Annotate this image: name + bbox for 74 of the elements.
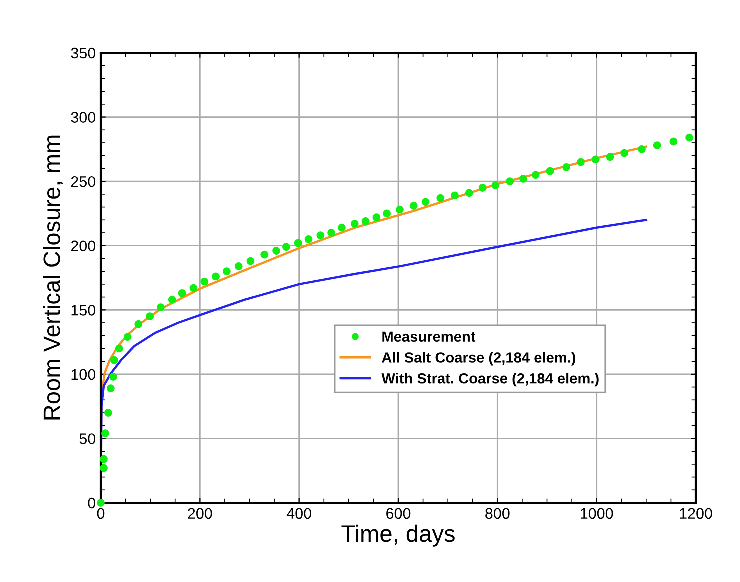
point: [562, 163, 571, 172]
point: [97, 499, 105, 507]
point: [328, 229, 336, 237]
point: [372, 214, 381, 222]
point: [532, 171, 540, 180]
point: [109, 373, 118, 381]
point: [294, 239, 302, 248]
point: [102, 430, 110, 438]
point: [178, 289, 186, 298]
x-tick-label: 400: [286, 508, 312, 520]
point: [606, 153, 614, 162]
point: [234, 262, 243, 270]
point: [577, 158, 585, 166]
point: [492, 181, 500, 190]
point: [106, 384, 115, 393]
point: [212, 272, 220, 281]
y-tick-label: 350: [71, 48, 96, 59]
y-tick-label: 50: [80, 434, 96, 444]
point: [104, 409, 112, 417]
point: [115, 344, 124, 353]
point: [100, 464, 108, 472]
point: [190, 284, 198, 292]
point: [465, 189, 474, 198]
x-tick-label: 200: [188, 508, 212, 520]
x-tick-label: 1000: [581, 508, 614, 520]
point: [316, 232, 325, 240]
point: [100, 455, 108, 464]
point: [638, 145, 646, 154]
point: [686, 134, 694, 142]
y-tick-label: 200: [71, 240, 96, 252]
y-tick-label: 100: [72, 369, 96, 380]
point: [304, 235, 313, 244]
point: [670, 138, 678, 146]
point: [124, 333, 132, 342]
x-axis-title: Time, days: [342, 524, 455, 547]
y-tick-label: 0: [88, 498, 96, 509]
point: [260, 250, 269, 259]
point: [338, 224, 346, 232]
x-tick-label: 0: [97, 508, 105, 520]
y-tick-label: 250: [71, 176, 96, 188]
point: [653, 142, 662, 150]
point: [506, 178, 514, 186]
x-tick-label: 800: [486, 508, 510, 520]
point: [478, 184, 487, 192]
point: [110, 356, 118, 364]
point: [222, 268, 231, 276]
point: [422, 198, 430, 206]
x-tick-label: 600: [386, 508, 411, 520]
point: [282, 243, 290, 252]
legend-label: All Salt Coarse (2,184 elem.): [382, 352, 576, 366]
point: [383, 210, 392, 218]
point: [410, 202, 418, 210]
legend-label: Measurement: [382, 332, 476, 342]
point: [157, 304, 165, 312]
point: [436, 194, 445, 202]
point: [620, 149, 629, 158]
point: [520, 175, 528, 183]
y-tick-label: 300: [71, 112, 96, 123]
y-tick-label: 150: [72, 305, 96, 316]
point: [200, 278, 209, 286]
point: [246, 257, 255, 266]
point: [134, 320, 143, 328]
y-axis-title: Room Vertical Closure, mm: [43, 136, 64, 420]
point: [350, 220, 359, 228]
point: [451, 192, 459, 200]
point: [546, 167, 554, 176]
point: [168, 296, 176, 304]
point: [272, 247, 280, 255]
point: [146, 312, 154, 321]
point: [592, 156, 600, 164]
point: [396, 206, 404, 214]
x-tick-label: 1200: [680, 508, 712, 520]
point: [362, 217, 370, 226]
legend-label: With Strat. Coarse (2,184 elem.): [382, 373, 599, 387]
